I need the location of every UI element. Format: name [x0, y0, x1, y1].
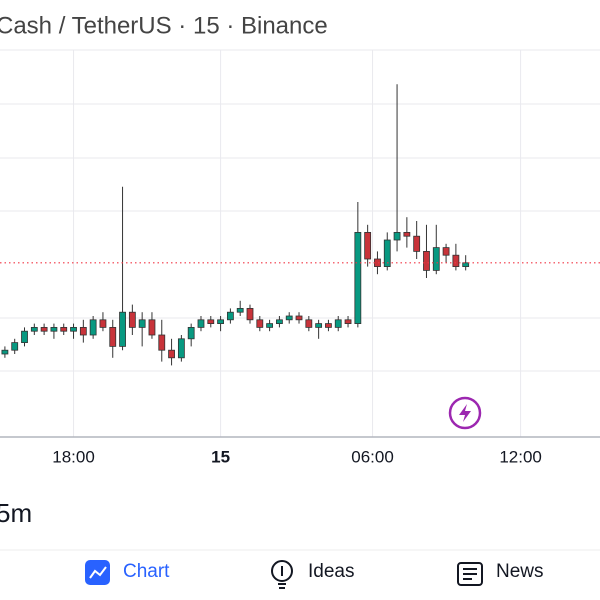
candle-body: [393, 231, 401, 241]
candle-body: [197, 319, 205, 328]
candle-body: [128, 311, 136, 328]
candle-body: [168, 349, 175, 359]
candle-body: [305, 319, 313, 328]
candle-body: [374, 258, 381, 267]
candle-body: [207, 319, 215, 324]
candle-body: [79, 326, 87, 336]
candle-body: [276, 319, 283, 324]
candle-body: [462, 262, 470, 267]
candle-body: [187, 326, 195, 340]
news-tab[interactable]: News: [457, 561, 544, 586]
plot: 18:00 15 06:00 12:00: [0, 50, 600, 466]
candle-body: [295, 315, 303, 321]
candle-body: [30, 326, 38, 332]
ideas-tab[interactable]: Ideas: [271, 560, 354, 589]
candle-body: [452, 254, 460, 267]
chart-title: Cash / TetherUS · 15 · Binance: [0, 12, 328, 39]
candle-body: [148, 319, 156, 336]
candle-body: [442, 247, 450, 256]
interval[interactable]: 5m: [0, 498, 32, 528]
candle-body: [50, 326, 58, 332]
candle-body: [315, 323, 323, 328]
candle-body: [266, 323, 274, 328]
chart-tab[interactable]: Chart: [85, 560, 170, 585]
candle-body: [256, 319, 264, 328]
candle-body: [158, 334, 166, 351]
candle-body: [354, 231, 362, 324]
candle-body: [177, 338, 185, 359]
candle-body: [138, 319, 146, 328]
candle-body: [109, 326, 117, 347]
candle-body: [246, 307, 254, 321]
candle-body: [60, 326, 68, 332]
x-tick-label: 15: [211, 447, 230, 466]
candle-body: [217, 319, 224, 324]
tab-label: News: [496, 561, 544, 582]
tab-label: Chart: [123, 561, 170, 582]
candle-body: [344, 319, 352, 324]
candle-body: [432, 247, 440, 271]
x-tick-label: 06:00: [351, 447, 394, 466]
candle-body: [119, 311, 126, 347]
candle-body: [99, 319, 107, 328]
x-tick-label: 12:00: [499, 447, 542, 466]
candle-body: [334, 319, 342, 328]
candle-body: [11, 342, 19, 351]
candle-body: [285, 315, 293, 321]
candle-body: [423, 250, 430, 271]
candle-body: [383, 239, 391, 268]
candle-body: [21, 330, 28, 344]
flash-icon[interactable]: [448, 396, 482, 430]
candle-body: [1, 349, 9, 355]
tab-label: Ideas: [308, 561, 354, 582]
candle-body: [364, 231, 372, 260]
candle-body: [325, 323, 332, 328]
candle-body: [70, 326, 77, 332]
candle-body: [89, 319, 97, 336]
candle-body: [236, 307, 244, 313]
candle-body: [40, 326, 48, 332]
candle-body: [403, 231, 411, 237]
x-tick-label: 18:00: [52, 447, 95, 466]
candle-body: [413, 235, 421, 252]
candle-body: [226, 311, 234, 321]
